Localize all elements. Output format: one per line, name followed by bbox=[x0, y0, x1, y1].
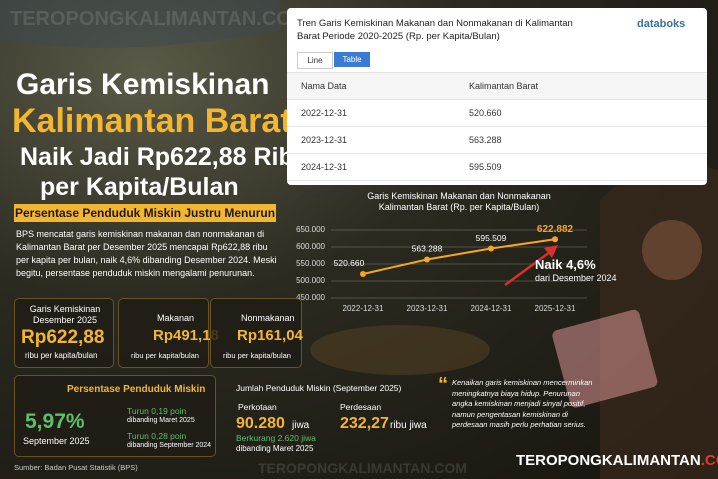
stat-box: Nonmakanan Rp161,04 ribu per kapita/bula… bbox=[210, 298, 303, 368]
table-title: Tren Garis Kemiskinan Makanan dan Nonmak… bbox=[297, 18, 573, 42]
value-label: 563.288 bbox=[412, 244, 443, 254]
cell: 520.660 bbox=[455, 99, 707, 127]
x-tick-label: 2024-12-31 bbox=[471, 304, 512, 313]
stat-unit: ribu per kapita/bulan bbox=[25, 351, 98, 360]
point bbox=[552, 236, 558, 243]
poverty-title: Persentase Penduduk Miskin bbox=[67, 384, 206, 395]
table-panel: Tren Garis Kemiskinan Makanan dan Nonmak… bbox=[287, 8, 707, 207]
stat-unit: ribu per kapita/bulan bbox=[131, 351, 199, 360]
drop-note: dibanding Maret 2025 bbox=[127, 417, 195, 424]
point bbox=[488, 245, 494, 252]
y-tick-label: 500.000 bbox=[296, 276, 325, 285]
urban-unit: jiwa bbox=[292, 420, 310, 431]
urban-note: dibanding Maret 2025 bbox=[236, 444, 314, 453]
cell: 563.288 bbox=[455, 126, 707, 154]
line-chart: Garis Kemiskinan Makanan dan Nonmakanan K… bbox=[296, 191, 587, 313]
stat-value: Rp622,88 bbox=[21, 327, 105, 348]
urban-label: Perkotaan bbox=[238, 402, 277, 412]
stat-value: Rp491,18 bbox=[153, 327, 219, 344]
cell: 2023-12-31 bbox=[287, 126, 455, 154]
title-line: Garis Kemiskinan bbox=[16, 68, 270, 101]
cell: 622.882 bbox=[455, 180, 707, 207]
stat-box: Garis Kemiskinan Desember 2025 Rp622,88 … bbox=[14, 298, 114, 368]
source: Sumber: Badan Pusat Statistik (BPS) bbox=[14, 463, 138, 472]
urban-change: Berkurang 2.620 jiwa bbox=[236, 433, 316, 443]
intro-paragraph: BPS mencatat garis kemiskinan makanan da… bbox=[16, 229, 277, 278]
x-tick-label: 2025-12-31 bbox=[535, 304, 576, 313]
stat-unit: ribu per kapita/bulan bbox=[223, 351, 291, 360]
subtitle-line: Naik Jadi Rp622,88 Ribu bbox=[20, 143, 310, 171]
watermark: TEROPONGKALIMANTAN.COM bbox=[258, 460, 467, 476]
rural-value: 232,27 bbox=[340, 415, 389, 432]
stat-label: Makanan bbox=[157, 313, 195, 323]
poverty-value: 5,97% bbox=[25, 410, 85, 433]
rural-unit: ribu jiwa bbox=[390, 420, 427, 431]
subtitle-line: per Kapita/Bulan bbox=[40, 173, 239, 201]
annotation: Naik 4,6% bbox=[535, 257, 596, 272]
poverty-box: Persentase Penduduk Miskin 5,97% Septemb… bbox=[14, 375, 216, 457]
cell: 595.509 bbox=[455, 153, 707, 181]
table-button[interactable]: Table bbox=[334, 52, 370, 67]
y-tick-label: 600.000 bbox=[296, 242, 325, 251]
cell: 2022-12-31 bbox=[287, 99, 455, 127]
poverty-period: September 2025 bbox=[23, 436, 90, 446]
drop-note: dibanding September 2024 bbox=[127, 442, 212, 449]
stat-box: Makanan Rp491,18 ribu per kapita/bulan bbox=[118, 298, 219, 368]
cell: 2025-12-31 bbox=[287, 180, 455, 207]
stat-label: Garis Kemiskinan Desember 2025 bbox=[29, 304, 101, 325]
logo: databoks bbox=[637, 18, 686, 30]
stat-label: Nonmakanan bbox=[241, 313, 295, 323]
value-label: 595.509 bbox=[476, 233, 507, 243]
value-label: 622.882 bbox=[537, 224, 574, 235]
annotation: dari Desember 2024 bbox=[535, 273, 617, 283]
watermark: TEROPONGKALIMANTAN.COM bbox=[10, 8, 309, 30]
point bbox=[360, 270, 366, 277]
rural-label: Perdesaan bbox=[340, 402, 382, 412]
x-tick-label: 2022-12-31 bbox=[343, 304, 384, 313]
drop: Turun 0,28 poin bbox=[127, 431, 187, 441]
data-table: Nama Data Kalimantan Barat 2022-12-31 520.… bbox=[287, 72, 707, 207]
line bbox=[362, 238, 556, 275]
cell: 2024-12-31 bbox=[287, 153, 455, 181]
brand: TEROPONGKALIMANTAN.COM bbox=[516, 452, 718, 469]
brand-name: TEROPONGKALIMANTAN bbox=[516, 452, 701, 469]
point bbox=[424, 256, 430, 263]
title-line: Kalimantan Barat bbox=[12, 102, 292, 140]
count-title: Jumlah Penduduk Miskin (September 2025) bbox=[236, 383, 402, 393]
brand-domain: .COM bbox=[700, 452, 718, 469]
drop: Turun 0,19 poin bbox=[127, 406, 187, 416]
y-tick-label: 650.000 bbox=[296, 225, 325, 234]
value-label: 520.660 bbox=[334, 258, 365, 268]
y-tick-label: 450.000 bbox=[296, 293, 325, 302]
x-tick-label: 2023-12-31 bbox=[407, 304, 448, 313]
banner: Persentase Penduduk Miskin Justru Menuru… bbox=[14, 204, 276, 222]
line-button[interactable]: Line bbox=[297, 52, 333, 69]
quote-mark: “ bbox=[438, 374, 448, 396]
column-header: Kalimantan Barat bbox=[455, 72, 707, 100]
arrow bbox=[504, 245, 558, 287]
stat-value: Rp161,04 bbox=[237, 327, 303, 344]
y-tick-label: 550.000 bbox=[296, 259, 325, 268]
quote: Kenaikan garis kemiskinan mencerminkan m… bbox=[452, 378, 593, 429]
urban-value: 90.280 bbox=[236, 415, 285, 432]
chart-title: Garis Kemiskinan Makanan dan Nonmakanan K… bbox=[367, 191, 551, 212]
column-header: Nama Data bbox=[287, 72, 455, 100]
